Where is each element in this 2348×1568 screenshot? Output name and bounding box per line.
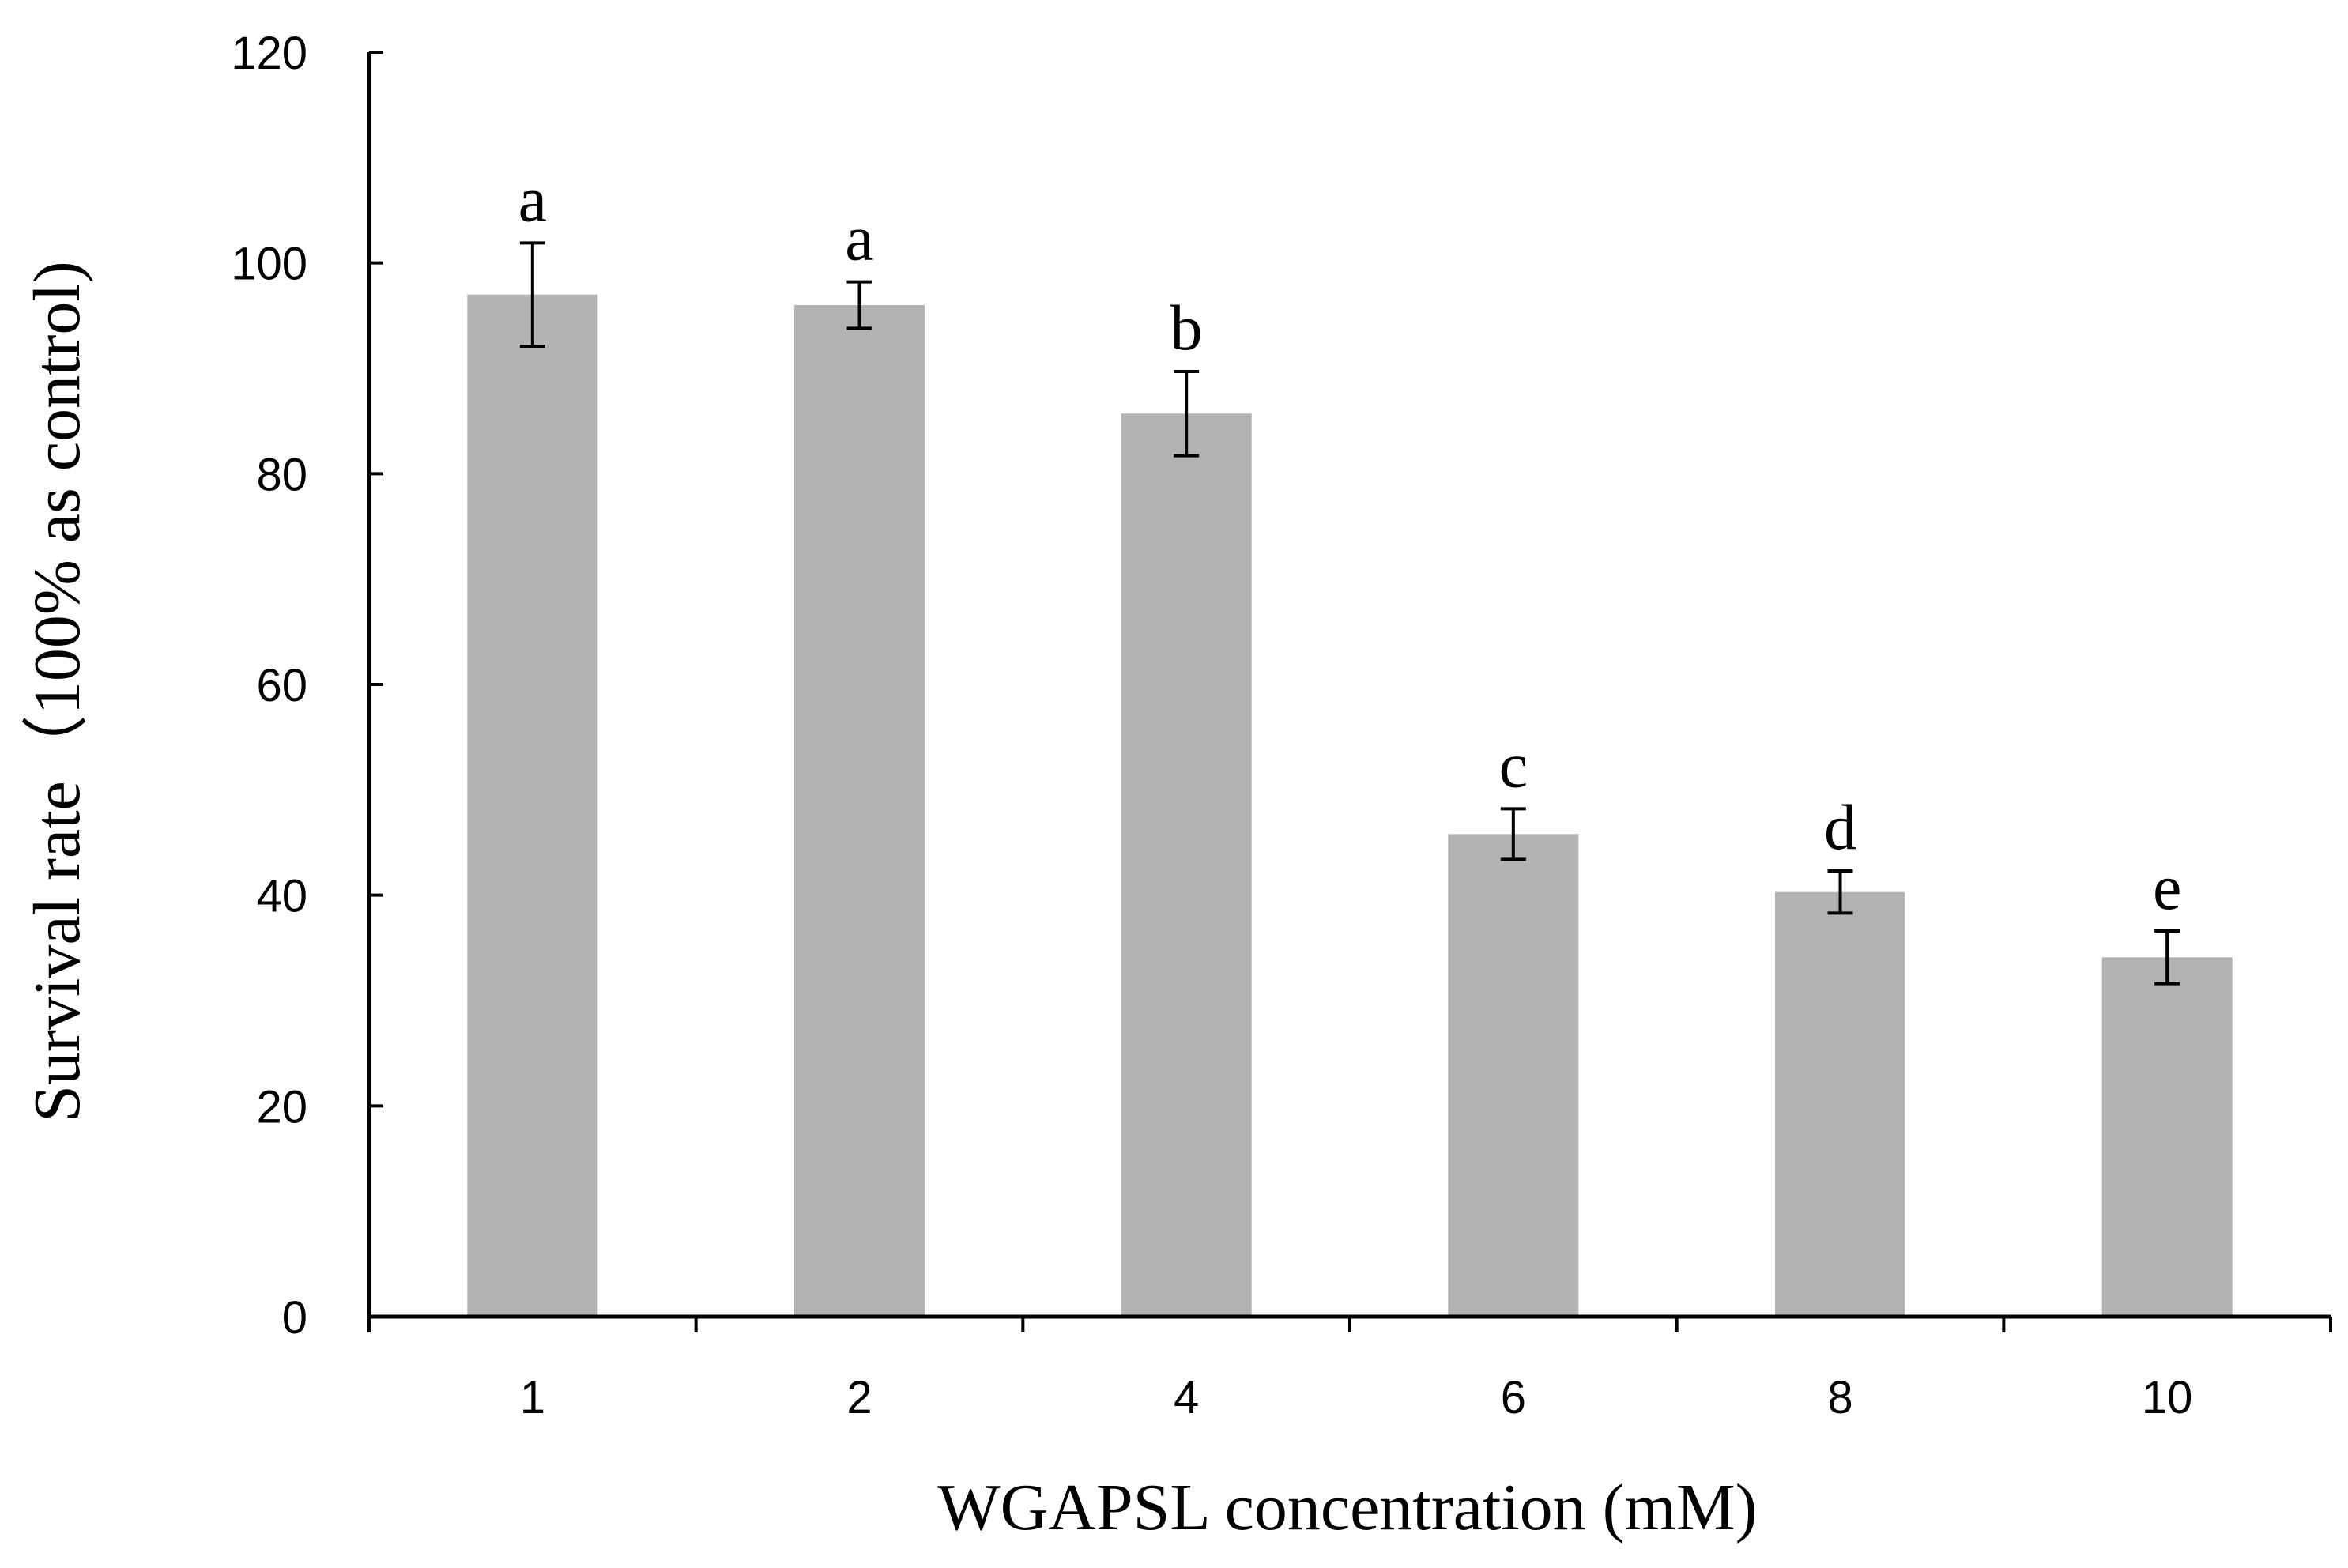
y-tick-label-100: 100	[231, 239, 307, 290]
significance-label-2: a	[845, 202, 873, 274]
bar-4	[1121, 413, 1252, 1317]
significance-label-10: e	[2153, 851, 2181, 923]
y-tick-label-0: 0	[282, 1292, 307, 1344]
error-bars-layer	[519, 241, 2180, 986]
y-tick-label-20: 20	[256, 1081, 307, 1133]
y-tick-label-80: 80	[256, 449, 307, 500]
y-tick-label-120: 120	[231, 28, 307, 79]
bar-2	[794, 305, 925, 1317]
x-tick-label-8: 8	[1827, 1372, 1852, 1423]
y-tick-label-60: 60	[256, 660, 307, 711]
significance-label-8: d	[1824, 791, 1856, 863]
x-tick-label-6: 6	[1501, 1372, 1526, 1423]
x-tick-label-2: 2	[846, 1372, 872, 1423]
significance-label-1: a	[518, 163, 547, 235]
bar-8	[1775, 891, 1905, 1317]
x-tick-label-4: 4	[1174, 1372, 1199, 1423]
x-axis-title: WGAPSL concentration (mM)	[937, 1471, 1757, 1544]
significance-label-6: c	[1499, 729, 1528, 801]
x-tick-label-10: 10	[2142, 1372, 2193, 1423]
significance-label-4: b	[1170, 292, 1203, 364]
bar-6	[1448, 834, 1579, 1317]
bars-layer	[467, 294, 2233, 1317]
y-tick-label-40: 40	[256, 871, 307, 922]
x-tick-label-1: 1	[520, 1372, 545, 1423]
y-axis-title: Survival rate（100% as control)	[21, 261, 94, 1121]
bar-10	[2101, 957, 2233, 1317]
bar-1	[467, 294, 598, 1317]
axes-layer	[367, 51, 2332, 1332]
